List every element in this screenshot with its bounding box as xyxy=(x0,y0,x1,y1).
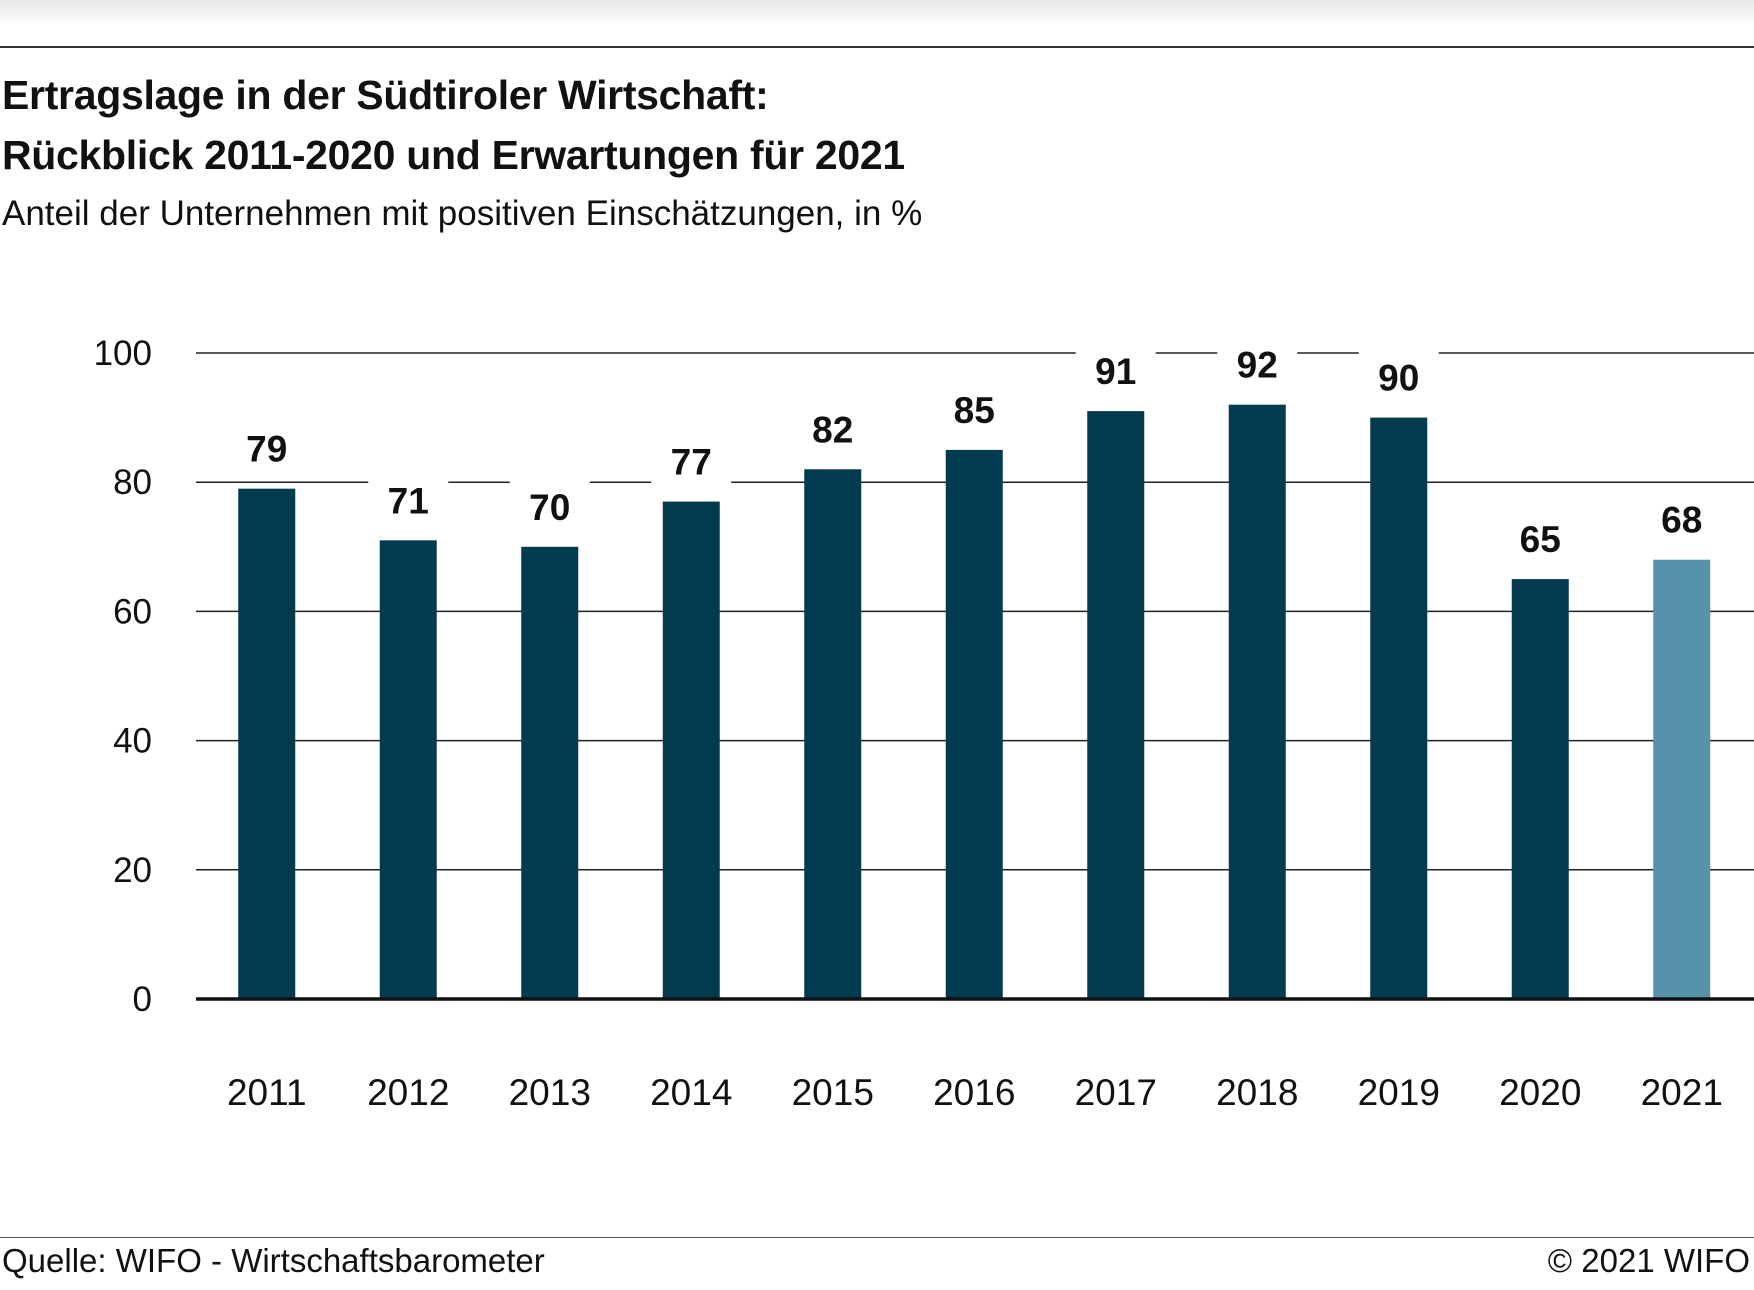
top-rule xyxy=(0,46,1754,48)
x-tick-label: 2012 xyxy=(367,1072,449,1113)
bar-2021 xyxy=(1653,559,1711,999)
bottom-rule xyxy=(0,1237,1754,1238)
data-label-backdrop xyxy=(1358,349,1439,404)
y-tick-label: 0 xyxy=(133,980,152,1019)
bar-2019 xyxy=(1370,417,1428,1000)
chart-title-line-2: Rückblick 2011-2020 und Erwartungen für … xyxy=(2,132,905,178)
data-label: 92 xyxy=(1237,345,1278,386)
top-shade xyxy=(0,0,1754,26)
data-label: 82 xyxy=(812,409,853,450)
x-tick-label: 2015 xyxy=(792,1072,874,1113)
data-label: 71 xyxy=(388,480,429,521)
copyright-note: © 2021 WIFO xyxy=(1547,1242,1750,1279)
x-tick-label: 2011 xyxy=(227,1072,307,1113)
data-label: 65 xyxy=(1520,519,1561,560)
x-tick-label: 2013 xyxy=(509,1072,591,1113)
data-label: 79 xyxy=(246,429,287,470)
bar-2015 xyxy=(804,469,862,999)
chart-subtitle: Anteil der Unternehmen mit positiven Ein… xyxy=(2,194,923,233)
bar-2017 xyxy=(1087,411,1145,999)
bar-2020 xyxy=(1511,579,1569,999)
data-label-backdrop xyxy=(1075,343,1156,398)
x-tick-label: 2017 xyxy=(1075,1072,1157,1113)
data-label-backdrop xyxy=(1217,336,1298,391)
x-tick-label: 2016 xyxy=(933,1072,1015,1113)
data-label-backdrop xyxy=(509,478,590,533)
bar-2016 xyxy=(945,449,1003,999)
data-label-backdrop xyxy=(792,401,873,456)
bar-2013 xyxy=(521,546,579,999)
x-tick-label: 2019 xyxy=(1358,1072,1440,1113)
data-label-backdrop xyxy=(226,420,307,475)
x-tick-label: 2021 xyxy=(1641,1072,1723,1113)
data-label-backdrop xyxy=(368,472,449,527)
x-tick-label: 2018 xyxy=(1216,1072,1298,1113)
bar-2011 xyxy=(238,488,296,999)
bar-2014 xyxy=(662,501,720,999)
data-label: 68 xyxy=(1661,500,1702,541)
data-label-backdrop xyxy=(1641,491,1722,546)
chart-title-line-1: Ertragslage in der Südtiroler Wirtschaft… xyxy=(2,72,769,118)
data-label-backdrop xyxy=(651,433,732,488)
y-tick-label: 60 xyxy=(113,592,152,631)
data-label-backdrop xyxy=(1500,511,1581,566)
y-tick-label: 40 xyxy=(113,722,152,761)
data-label-backdrop xyxy=(934,381,1015,436)
data-label: 90 xyxy=(1378,358,1419,399)
source-note: Quelle: WIFO - Wirtschaftsbarometer xyxy=(2,1242,545,1279)
y-tick-label: 20 xyxy=(113,851,152,890)
y-tick-label: 100 xyxy=(94,334,152,373)
y-tick-label: 80 xyxy=(113,463,152,502)
x-tick-label: 2014 xyxy=(650,1072,732,1113)
bar-chart: 0 20 40 60 80 100 79 2011 71 2012 70 2013 77 2014 82 20… xyxy=(94,334,1754,1113)
data-label: 70 xyxy=(529,487,570,528)
x-tick-label: 2020 xyxy=(1499,1072,1581,1113)
bar-2012 xyxy=(379,540,437,999)
data-label: 85 xyxy=(954,390,995,431)
data-label: 91 xyxy=(1095,351,1136,392)
bar-2018 xyxy=(1228,404,1286,999)
data-label: 77 xyxy=(671,442,712,483)
